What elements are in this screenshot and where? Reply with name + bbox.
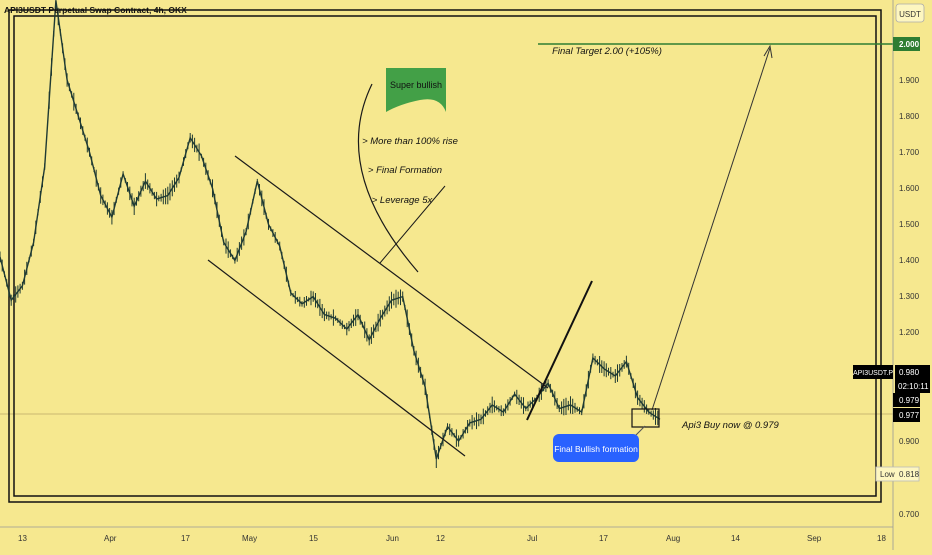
buy-price-text: 0.979 bbox=[899, 396, 920, 405]
point-3-text: > Leverage 5x bbox=[372, 195, 434, 206]
channel-lower-line bbox=[207, 259, 466, 457]
time-label: Apr bbox=[104, 534, 117, 543]
point-1-text: > More than 100% rise bbox=[362, 136, 458, 147]
time-label: 14 bbox=[731, 534, 740, 543]
target-badge bbox=[893, 37, 920, 51]
final-bullish-text: Final Bullish formation bbox=[554, 444, 638, 454]
price-tick: 1.500 bbox=[899, 220, 920, 229]
entry-zone-box bbox=[631, 408, 660, 428]
current-price-text: 0.977 bbox=[899, 411, 920, 420]
price-tick: 1.200 bbox=[899, 328, 920, 337]
arc-pointer-line bbox=[379, 185, 446, 264]
time-label: 12 bbox=[436, 534, 445, 543]
current-price-badge bbox=[893, 408, 920, 422]
time-label: 18 bbox=[877, 534, 886, 543]
symbol-tag bbox=[853, 365, 893, 379]
annotation-arc bbox=[357, 83, 419, 273]
time-label: Sep bbox=[807, 534, 822, 543]
currency-button-label: USDT bbox=[899, 10, 921, 19]
target-badge-text: 2.000 bbox=[899, 40, 920, 49]
last-price-badge bbox=[895, 365, 930, 393]
last-price-text: 0.980 bbox=[899, 368, 920, 377]
time-label: 15 bbox=[309, 534, 318, 543]
outer-frame bbox=[8, 9, 882, 503]
low-value: 0.818 bbox=[899, 470, 920, 479]
buy-now-text: Api3 Buy now @ 0.979 bbox=[681, 420, 780, 431]
candle-wicks bbox=[0, 0, 659, 468]
currency-button[interactable] bbox=[895, 3, 925, 23]
time-label: 17 bbox=[599, 534, 608, 543]
time-label: Jun bbox=[386, 534, 399, 543]
final-target-text: Final Target 2.00 (+105%) bbox=[552, 46, 662, 57]
countdown-text: 02:10:11 bbox=[898, 382, 929, 391]
price-tick: 1.400 bbox=[899, 256, 920, 265]
price-tick: 1.800 bbox=[899, 112, 920, 121]
price-tick: 1.700 bbox=[899, 148, 920, 157]
price-tick: 1.900 bbox=[899, 76, 920, 85]
point-2-text: > Final Formation bbox=[368, 165, 442, 176]
final-bullish-callout bbox=[553, 434, 639, 462]
price-tick: 1.300 bbox=[899, 292, 920, 301]
time-label: Jul bbox=[527, 534, 537, 543]
price-tick: 0.900 bbox=[899, 437, 920, 446]
time-label: 17 bbox=[181, 534, 190, 543]
price-tick: 0.700 bbox=[899, 510, 920, 519]
arrow-head-icon bbox=[763, 44, 773, 59]
symbol-tag-text: API3USDT.P bbox=[853, 370, 893, 377]
super-bullish-flag bbox=[386, 68, 446, 112]
chart-title: API3USDT Perpetual Swap Contract, 4h, OK… bbox=[4, 5, 187, 15]
channel-upper-line bbox=[234, 155, 549, 389]
time-label: May bbox=[242, 534, 257, 543]
projection-arrow-line bbox=[651, 47, 771, 411]
low-badge bbox=[875, 466, 920, 482]
time-axis-labels: 13 Apr 17 May 15 Jun 12 Jul 17 Aug 14 Se… bbox=[18, 534, 886, 543]
buy-price-badge bbox=[893, 393, 920, 407]
time-label: 13 bbox=[18, 534, 27, 543]
super-bullish-label: Super bullish bbox=[390, 80, 442, 90]
low-label: Low bbox=[880, 470, 895, 479]
price-tick: 1.600 bbox=[899, 184, 920, 193]
inner-frame bbox=[13, 15, 877, 497]
breakout-line bbox=[526, 280, 593, 421]
time-label: Aug bbox=[666, 534, 680, 543]
